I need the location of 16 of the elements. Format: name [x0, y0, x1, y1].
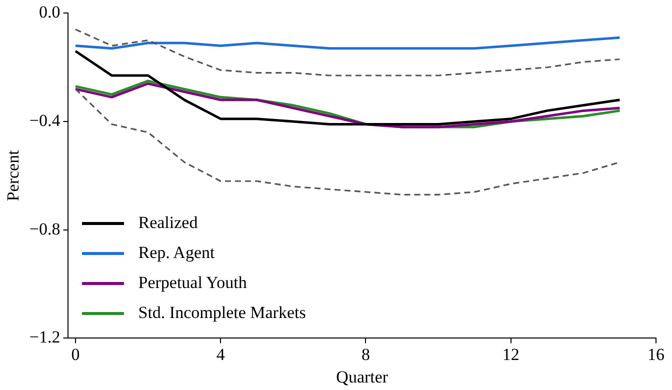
- y-tick-label: −0.8: [29, 219, 60, 238]
- x-axis-title: Quarter: [336, 367, 388, 386]
- x-tick-label: 12: [502, 344, 520, 364]
- x-tick-label: 16: [648, 344, 664, 364]
- y-tick-label: 0.0: [38, 2, 60, 22]
- y-tick-label: −1.2: [29, 328, 60, 347]
- x-tick-label: 8: [361, 344, 370, 364]
- legend-label: Std. Incomplete Markets: [138, 303, 306, 324]
- x-tick-label: 0: [71, 344, 80, 364]
- legend-label: Realized: [138, 213, 198, 234]
- legend-label: Rep. Agent: [138, 243, 215, 264]
- legend-label: Perpetual Youth: [138, 273, 247, 294]
- y-tick-label: −0.4: [29, 111, 61, 130]
- y-axis-title: Percent: [4, 150, 23, 202]
- x-tick-label: 4: [216, 344, 226, 364]
- line-series: [74, 28, 621, 76]
